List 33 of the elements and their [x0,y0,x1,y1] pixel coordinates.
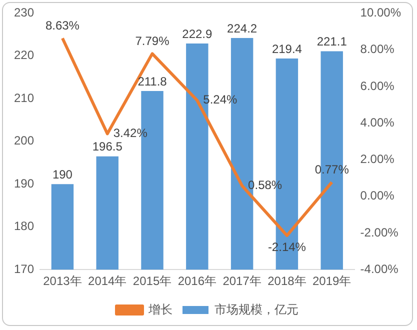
data-label: 224.2 [227,21,258,36]
y-tick-label: 230 [14,6,34,20]
x-tick-label: 2016年 [178,274,217,288]
data-label: 219.4 [272,42,302,56]
y-tick-label: 180 [14,219,34,234]
y2-tick-label: 2.00% [360,152,395,166]
data-label: 7.79% [135,34,170,48]
y-tick-label: 220 [14,48,34,62]
y2-tick-label: 6.00% [360,78,395,93]
y-tick-label: 190 [14,176,34,190]
y-tick-label: 200 [14,134,34,148]
x-tick-label: 2017年 [222,274,262,288]
y2-tick-label: 0.00% [360,188,395,203]
y2-tick-label: 10.00% [360,6,402,20]
x-tick-label: 2019年 [312,274,352,288]
y2-tick-label: 4.00% [360,115,395,130]
data-label: 211.8 [138,74,168,88]
x-tick-label: 2014年 [88,274,127,288]
y2-tick-label: 8.00% [360,42,395,56]
x-tick-label: 2013年 [43,274,82,288]
y2-tick-label: -2.00% [360,225,399,240]
data-label: 222.9 [182,26,212,41]
legend-label: 市场规模，亿元 [214,302,298,316]
y-tick-label: 210 [14,90,34,105]
x-tick-label: 2015年 [132,274,172,288]
legend-label: 增长 [148,302,172,316]
x-tick-label: 2018年 [268,274,306,288]
y-tick-label: 170 [14,262,34,276]
y2-tick-label: -4.00% [360,262,399,276]
data-label: 8.63% [45,18,80,33]
data-label: 221.1 [316,34,348,49]
data-label: 190 [52,167,73,182]
data-label: 196.5 [92,140,123,154]
